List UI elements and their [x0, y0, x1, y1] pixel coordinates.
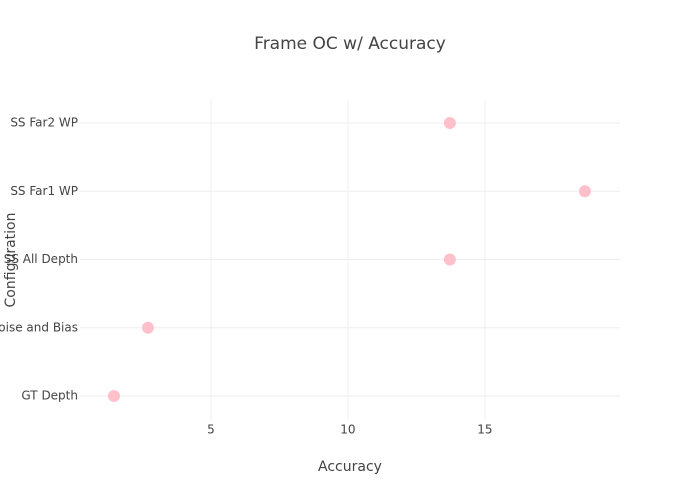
x-tick-label: 5: [207, 423, 215, 437]
grid: 5 10 15 GT Depth Noise and Bias SS All Depth S…: [0, 100, 620, 437]
point: [578, 185, 591, 198]
y-axis-title: Configuration: [3, 213, 19, 308]
point: [443, 117, 456, 129]
y-tick-label: SS All Depth: [4, 252, 78, 266]
marks: [107, 117, 591, 402]
x-tick-label: 10: [340, 423, 355, 437]
point: [141, 321, 154, 334]
x-tick-label: 15: [477, 423, 492, 437]
point: [443, 253, 456, 266]
point: [107, 390, 120, 402]
x-axis-title: Accuracy: [318, 459, 382, 475]
y-tick-label: Noise and Bias: [0, 320, 78, 334]
y-tick-label: SS Far1 WP: [10, 184, 78, 198]
chart-title: Frame OC w/ Accuracy: [254, 34, 446, 54]
y-tick-label: SS Far2 WP: [10, 116, 78, 130]
y-tick-label: GT Depth: [21, 389, 78, 403]
